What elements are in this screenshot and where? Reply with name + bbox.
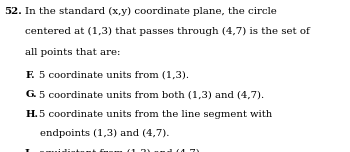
Text: J.: J. [25,149,33,152]
Text: 5 coordinate units from both (1,3) and (4,7).: 5 coordinate units from both (1,3) and (… [39,90,264,99]
Text: centered at (1,3) that passes through (4,7) is the set of: centered at (1,3) that passes through (4… [25,27,310,36]
Text: 5 coordinate units from the line segment with: 5 coordinate units from the line segment… [39,110,272,119]
Text: endpoints (1,3) and (4,7).: endpoints (1,3) and (4,7). [40,129,170,138]
Text: 5 coordinate units from (1,3).: 5 coordinate units from (1,3). [39,71,189,80]
Text: H.: H. [25,110,38,119]
Text: 52.: 52. [5,7,22,16]
Text: F.: F. [25,71,35,80]
Text: In the standard (x,y) coordinate plane, the circle: In the standard (x,y) coordinate plane, … [25,7,277,16]
Text: equidistant from (1,3) and (4,7).: equidistant from (1,3) and (4,7). [39,149,203,152]
Text: G.: G. [25,90,37,99]
Text: all points that are:: all points that are: [25,48,121,57]
